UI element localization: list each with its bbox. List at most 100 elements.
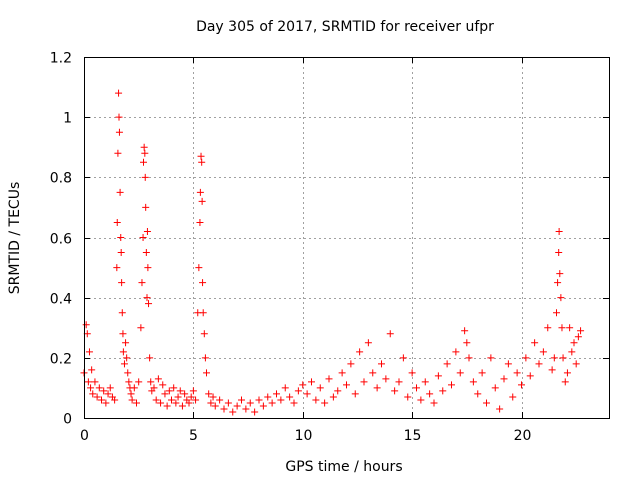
data-point <box>172 399 180 407</box>
axis-ticks <box>84 57 609 419</box>
data-point <box>163 402 171 410</box>
data-point <box>115 128 123 136</box>
data-point <box>251 408 259 416</box>
data-point <box>531 339 539 347</box>
data-point <box>95 384 103 392</box>
data-point <box>378 360 385 368</box>
data-point <box>115 113 123 121</box>
data-point <box>469 378 477 386</box>
y-axis-title: SRMTID / TECUs <box>7 182 23 295</box>
chart-title: Day 305 of 2017, SRMTID for receiver ufp… <box>196 19 494 35</box>
data-point <box>154 375 162 383</box>
data-point <box>334 387 342 395</box>
data-point <box>558 324 566 332</box>
data-point <box>152 396 160 404</box>
data-point <box>474 390 482 398</box>
data-point <box>395 378 403 386</box>
data-point <box>509 393 517 401</box>
data-point <box>203 369 210 377</box>
data-point <box>145 300 153 308</box>
data-point <box>448 381 455 389</box>
x-tick-labels: 0 5 10 15 20 <box>80 428 531 444</box>
data-point <box>504 360 512 368</box>
data-point <box>294 387 302 395</box>
data-point <box>461 327 469 335</box>
data-point <box>143 294 151 302</box>
data-point <box>146 354 154 362</box>
data-point <box>111 396 119 404</box>
data-point <box>360 378 368 386</box>
data-point <box>185 399 193 407</box>
data-point <box>553 309 560 317</box>
data-point <box>568 348 576 356</box>
data-point <box>141 149 149 157</box>
data-point <box>113 264 121 272</box>
data-point <box>124 369 132 377</box>
data-point <box>404 393 412 401</box>
data-point <box>555 227 563 235</box>
data-point <box>555 249 563 257</box>
data-point <box>557 294 565 302</box>
data-point <box>259 402 267 410</box>
data-point <box>312 396 320 404</box>
data-point <box>128 396 136 404</box>
data-point <box>399 354 407 362</box>
data-point <box>478 369 486 377</box>
data-point <box>187 393 195 401</box>
x-tick-label: 15 <box>404 428 422 444</box>
data-point <box>281 384 289 392</box>
data-point <box>233 402 241 410</box>
x-axis-title: GPS time / hours <box>285 459 402 475</box>
data-point <box>117 234 125 241</box>
data-point <box>170 384 178 392</box>
data-point <box>207 399 215 407</box>
data-point <box>209 393 217 401</box>
data-point <box>114 149 122 157</box>
data-point <box>201 354 209 362</box>
data-point <box>118 309 126 317</box>
data-point <box>526 372 534 380</box>
data-point <box>133 399 140 407</box>
data-point <box>161 390 169 398</box>
data-point <box>199 309 207 317</box>
y-tick-label: 0.8 <box>50 171 72 187</box>
data-point <box>559 354 567 362</box>
data-point <box>87 384 95 392</box>
data-point <box>426 390 434 398</box>
data-point <box>556 270 564 278</box>
data-point <box>141 173 149 181</box>
series-srmtid <box>80 89 585 416</box>
data-point <box>216 396 224 404</box>
data-point <box>118 279 126 287</box>
data-point <box>382 375 390 383</box>
data-point <box>220 405 228 413</box>
data-point <box>142 249 150 257</box>
data-point <box>518 381 525 389</box>
grid <box>84 57 609 418</box>
data-point <box>338 369 346 377</box>
data-point <box>192 396 200 404</box>
data-point <box>195 264 203 272</box>
data-point <box>135 378 143 386</box>
data-point <box>500 375 508 383</box>
data-point <box>165 387 173 395</box>
data-point <box>143 227 151 235</box>
data-point <box>125 378 133 386</box>
data-point <box>417 396 425 404</box>
x-tick-label: 0 <box>80 428 89 444</box>
data-point <box>106 384 114 392</box>
data-point <box>303 390 311 398</box>
data-point <box>570 339 578 347</box>
data-point <box>140 158 147 166</box>
data-point <box>123 354 131 362</box>
y-tick-label: 0 <box>63 412 72 428</box>
data-point <box>91 378 99 386</box>
data-point <box>572 360 580 368</box>
data-point <box>130 384 138 392</box>
data-point <box>308 378 315 386</box>
data-point <box>255 396 263 404</box>
data-point <box>119 348 127 356</box>
data-point <box>198 197 206 205</box>
data-point <box>463 339 471 347</box>
data-point <box>434 372 442 380</box>
